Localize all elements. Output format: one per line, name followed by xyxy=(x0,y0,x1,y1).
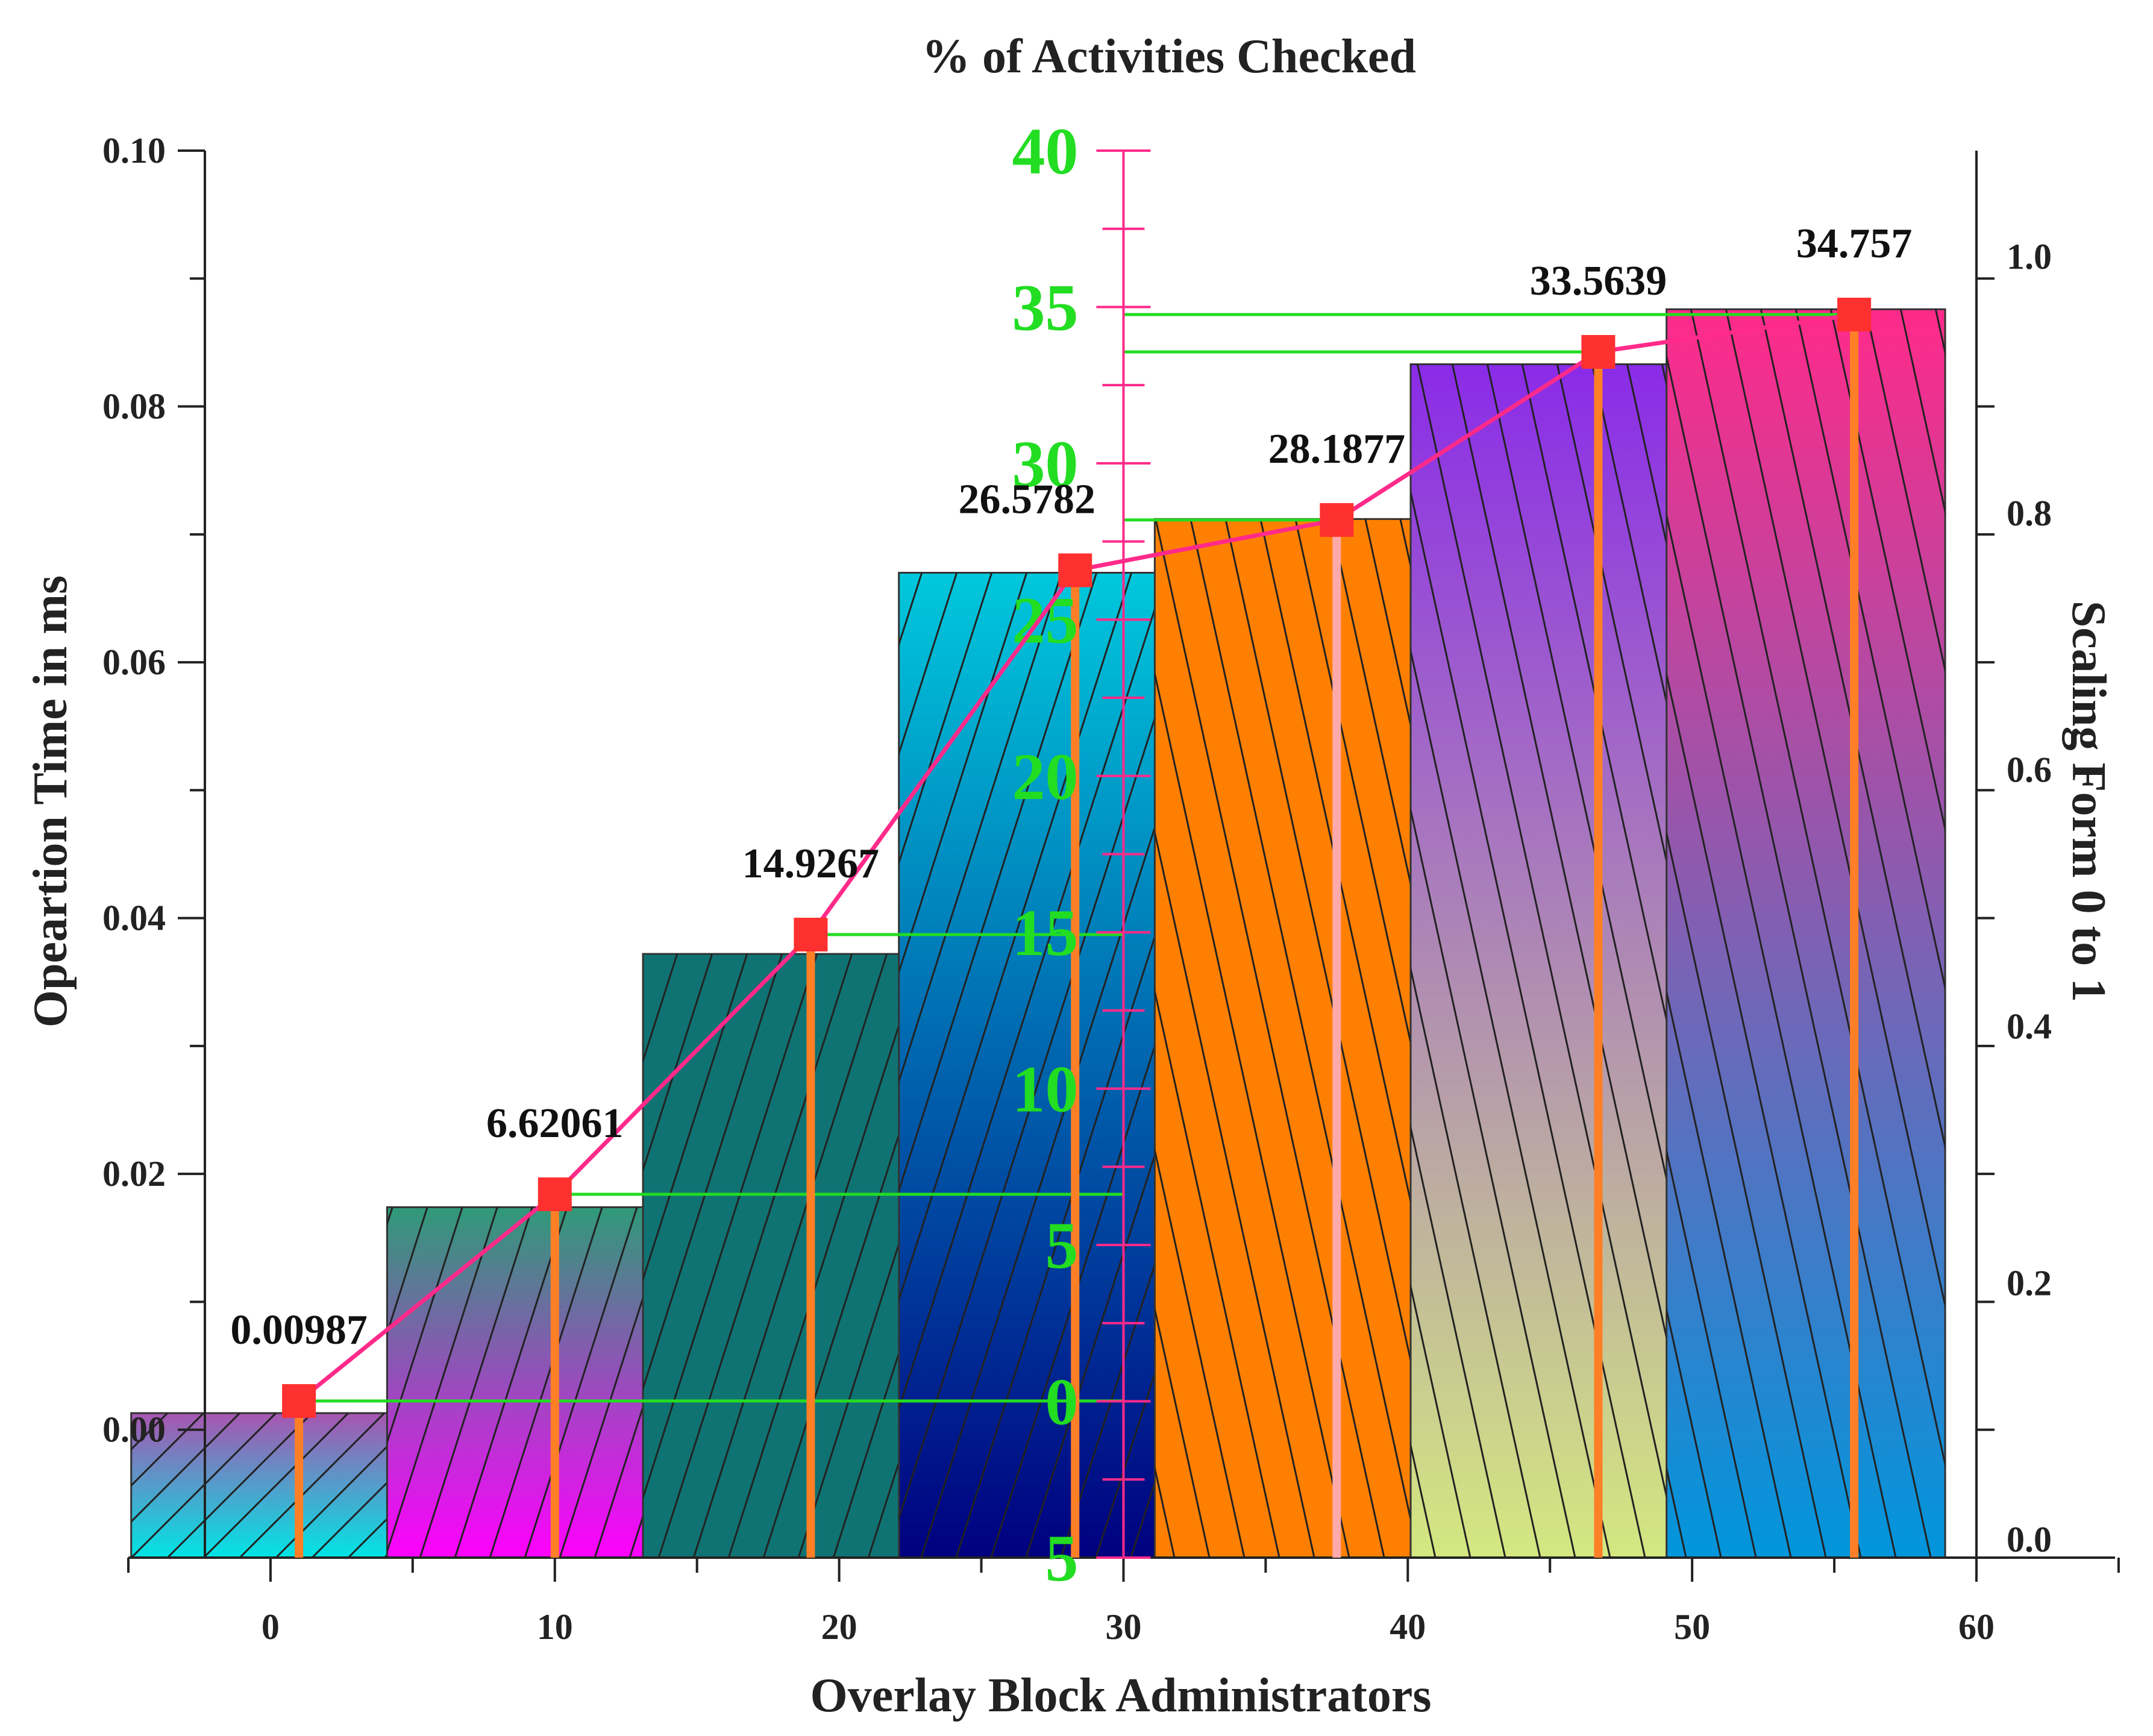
y-tick-label: 0.00 xyxy=(102,1410,166,1450)
middle-tick-label: 40 xyxy=(1012,114,1078,188)
y-axis-label: Opeartion Time in ms xyxy=(24,575,77,1027)
y-tick-label: 0.06 xyxy=(102,642,166,682)
line-marker xyxy=(537,1177,572,1212)
middle-tick-label: 0 xyxy=(1045,1365,1078,1439)
data-label: 26.5782 xyxy=(958,476,1095,522)
middle-tick-label: 5 xyxy=(1045,1209,1078,1282)
data-label: 28.1877 xyxy=(1268,426,1406,472)
y-tick-label: 0.04 xyxy=(102,898,166,938)
bar-hatch xyxy=(898,572,1178,1558)
middle-tick-label: 30 xyxy=(1012,427,1078,501)
x-axis-label: Overlay Block Administrators xyxy=(810,1669,1431,1722)
data-label: 0.00987 xyxy=(230,1307,368,1353)
bar xyxy=(642,953,923,1559)
line-marker xyxy=(282,1384,316,1418)
data-label: 14.9267 xyxy=(742,841,880,887)
x-tick-label: 30 xyxy=(1105,1607,1141,1647)
y2-tick-label: 0.0 xyxy=(2007,1520,2052,1559)
line-marker xyxy=(1581,334,1616,369)
line-marker xyxy=(1837,298,1872,332)
x-tick-label: 0 xyxy=(262,1607,280,1647)
middle-tick-label: 20 xyxy=(1012,740,1078,813)
y-tick-label: 0.08 xyxy=(102,387,166,427)
y2-tick-label: 1.0 xyxy=(2007,237,2052,277)
middle-tick-label: 5 xyxy=(1045,1521,1078,1595)
line-marker xyxy=(1058,553,1092,588)
bar xyxy=(386,1206,667,1559)
data-label: 34.757 xyxy=(1796,221,1913,267)
middle-tick-label: 35 xyxy=(1012,271,1078,344)
chart-title: % of Activities Checked xyxy=(922,30,1416,83)
x-tick-label: 40 xyxy=(1390,1607,1426,1647)
bar xyxy=(130,1412,411,1559)
data-label: 33.5639 xyxy=(1530,258,1667,304)
line-marker xyxy=(1320,503,1354,537)
data-label: 6.62061 xyxy=(486,1100,624,1147)
bar-hatch xyxy=(1666,309,1946,1558)
bar-hatch xyxy=(643,954,922,1558)
bar-hatch xyxy=(131,1413,410,1558)
y2-tick-label: 0.8 xyxy=(2007,494,2052,533)
bar xyxy=(1666,308,1946,1559)
y2-tick-label: 0.4 xyxy=(2007,1007,2052,1047)
bar-hatch xyxy=(387,1207,666,1558)
line-marker xyxy=(794,918,828,952)
middle-tick-label: 15 xyxy=(1012,896,1078,970)
y-tick-label: 0.02 xyxy=(102,1154,166,1194)
middle-tick-label: 10 xyxy=(1012,1053,1078,1126)
y2-tick-label: 0.2 xyxy=(2007,1263,2052,1303)
x-tick-label: 60 xyxy=(1958,1607,1995,1647)
y-tick-label: 0.10 xyxy=(102,131,166,171)
bar xyxy=(898,572,1179,1559)
y2-axis-label: Scaling Form 0 to 1 xyxy=(2062,601,2115,1003)
x-tick-label: 20 xyxy=(821,1607,857,1647)
bar xyxy=(1409,363,1690,1559)
x-tick-label: 10 xyxy=(537,1607,573,1647)
y2-tick-label: 0.6 xyxy=(2007,750,2052,790)
x-tick-label: 50 xyxy=(1674,1607,1710,1647)
